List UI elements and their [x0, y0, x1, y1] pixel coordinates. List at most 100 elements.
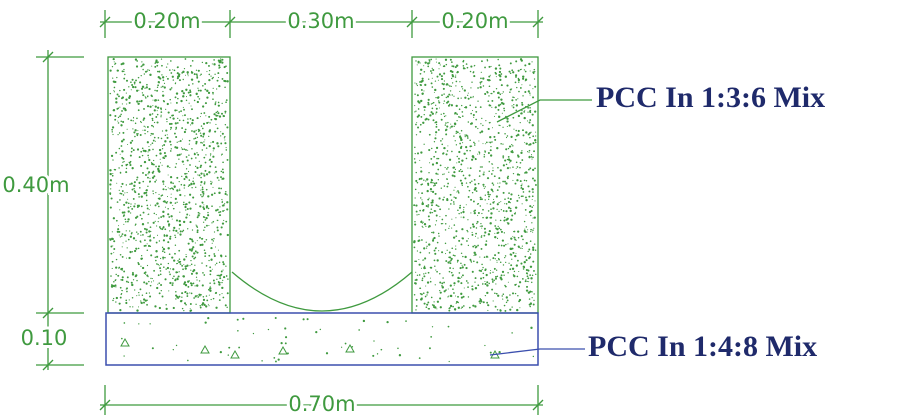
stipple	[455, 302, 457, 304]
stipple	[117, 120, 119, 122]
stipple	[446, 101, 449, 104]
stipple	[216, 274, 219, 277]
stipple	[496, 275, 499, 278]
stipple	[477, 237, 479, 239]
stipple	[168, 271, 171, 273]
stipple	[431, 67, 433, 69]
stipple	[183, 114, 186, 117]
stipple	[432, 102, 434, 105]
stipple	[204, 219, 207, 221]
stipple	[187, 359, 189, 362]
stipple	[200, 141, 202, 144]
stipple	[489, 135, 492, 139]
stipple	[437, 232, 440, 235]
stipple	[477, 87, 479, 89]
stipple	[534, 110, 537, 113]
stipple	[469, 145, 472, 148]
stipple	[484, 150, 486, 152]
stipple	[160, 58, 163, 60]
stipple	[116, 201, 119, 203]
stipple	[486, 91, 489, 94]
stipple	[490, 216, 493, 219]
stipple	[237, 329, 239, 332]
stipple	[155, 241, 158, 244]
stipple	[453, 224, 456, 226]
stipple	[120, 192, 123, 195]
stipple	[213, 254, 216, 258]
stipple	[532, 231, 534, 233]
stipple	[213, 282, 216, 285]
stipple	[531, 195, 534, 198]
stipple	[123, 203, 126, 206]
stipple	[174, 146, 177, 149]
stipple	[454, 168, 457, 171]
stipple	[224, 190, 227, 193]
stipple	[226, 201, 229, 204]
stipple	[199, 132, 202, 134]
stipple	[479, 86, 482, 89]
stipple	[494, 254, 497, 257]
stipple	[123, 88, 126, 91]
stipple	[196, 166, 199, 169]
stipple	[420, 166, 422, 169]
stipple	[203, 156, 206, 159]
stipple	[165, 304, 167, 306]
stipple	[158, 148, 162, 152]
stipple	[160, 111, 163, 113]
stipple	[505, 301, 508, 304]
stipple	[143, 160, 147, 164]
stipple	[110, 285, 114, 288]
stipple	[120, 292, 123, 295]
stipple	[450, 77, 453, 80]
stipple	[127, 218, 130, 221]
stipple	[130, 182, 133, 185]
stipple	[428, 218, 431, 221]
stipple	[463, 263, 466, 266]
stipple	[196, 294, 198, 297]
stipple	[123, 211, 126, 214]
stipple	[351, 346, 354, 348]
stipple	[497, 251, 500, 254]
stipple	[165, 129, 168, 132]
stipple	[158, 282, 161, 284]
stipple	[497, 231, 500, 234]
stipple	[181, 292, 184, 295]
stipple	[161, 130, 164, 132]
stipple	[500, 84, 503, 87]
stipple	[168, 290, 170, 292]
stipple	[532, 177, 534, 180]
stipple	[187, 228, 189, 230]
stipple	[464, 136, 466, 138]
stipple	[519, 166, 521, 169]
stipple	[526, 120, 529, 122]
stipple	[157, 137, 160, 139]
stipple	[422, 209, 425, 212]
stipple	[477, 182, 480, 185]
stipple	[518, 134, 520, 136]
stipple	[481, 166, 483, 168]
stipple	[521, 150, 523, 152]
stipple	[480, 71, 482, 73]
stipple	[144, 271, 147, 274]
stipple	[197, 211, 200, 214]
stipple	[493, 198, 495, 200]
stipple	[131, 188, 134, 191]
stipple	[416, 64, 418, 66]
stipple	[224, 123, 227, 126]
stipple	[122, 242, 124, 244]
stipple	[427, 78, 430, 80]
stipple	[123, 68, 125, 71]
stipple	[500, 201, 502, 203]
stipple	[217, 145, 220, 148]
stipple	[153, 109, 156, 112]
stipple	[190, 272, 194, 275]
stipple	[226, 72, 229, 74]
stipple	[456, 131, 459, 134]
stipple	[451, 75, 455, 78]
stipple	[164, 134, 167, 137]
stipple	[471, 233, 474, 236]
stipple	[219, 233, 222, 236]
stipple	[146, 95, 149, 98]
stipple	[497, 225, 499, 228]
stipple	[525, 198, 528, 202]
